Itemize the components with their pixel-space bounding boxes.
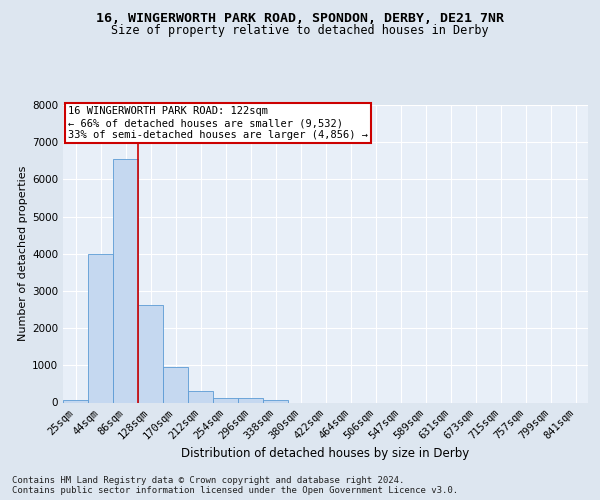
Bar — [163, 367, 188, 402]
Text: 16 WINGERWORTH PARK ROAD: 122sqm
← 66% of detached houses are smaller (9,532)
33: 16 WINGERWORTH PARK ROAD: 122sqm ← 66% o… — [68, 106, 368, 140]
Text: 16, WINGERWORTH PARK ROAD, SPONDON, DERBY, DE21 7NR: 16, WINGERWORTH PARK ROAD, SPONDON, DERB… — [96, 12, 504, 26]
Bar — [63, 400, 88, 402]
Bar — [188, 391, 213, 402]
Bar — [88, 254, 113, 402]
Bar — [213, 398, 238, 402]
Bar — [238, 398, 263, 402]
Bar — [138, 305, 163, 402]
Bar — [263, 400, 288, 402]
Text: Contains HM Land Registry data © Crown copyright and database right 2024.
Contai: Contains HM Land Registry data © Crown c… — [12, 476, 458, 495]
X-axis label: Distribution of detached houses by size in Derby: Distribution of detached houses by size … — [181, 446, 470, 460]
Y-axis label: Number of detached properties: Number of detached properties — [18, 166, 28, 342]
Text: Size of property relative to detached houses in Derby: Size of property relative to detached ho… — [111, 24, 489, 37]
Bar — [113, 158, 138, 402]
